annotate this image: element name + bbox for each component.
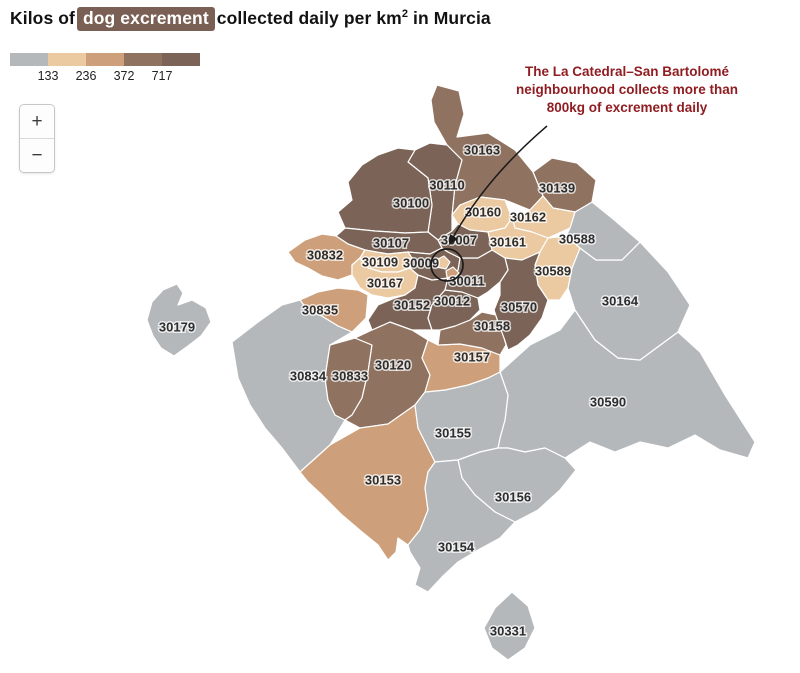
region-30331[interactable] [483, 591, 536, 661]
legend-swatch [48, 53, 86, 66]
region-30179[interactable] [146, 283, 212, 357]
legend-tick-label: 717 [151, 69, 173, 83]
region-30012[interactable] [427, 289, 481, 331]
legend: 133 236 372 717 [10, 53, 200, 85]
inner-city-patch[interactable] [445, 266, 460, 280]
map-zoom-control: + − [19, 104, 55, 173]
title-highlight: dog excrement [76, 7, 215, 31]
annotation-line: The La Catedral–San Bartolomé [524, 64, 730, 79]
legend-swatch [124, 53, 162, 66]
annotation-arrow [450, 125, 548, 242]
zoom-in-button[interactable]: + [20, 105, 54, 138]
title-prefix: Kilos of [10, 8, 75, 28]
region-30570[interactable] [493, 251, 549, 351]
region-30154[interactable] [407, 459, 516, 593]
legend-swatches [10, 53, 200, 66]
legend-tick-label: 372 [113, 69, 135, 83]
zoom-control-divider [20, 138, 54, 139]
inner-city-patch[interactable] [435, 255, 451, 270]
legend-swatch [86, 53, 124, 66]
title-middle: collected daily per km [216, 8, 402, 28]
annotation-line: 800kg of excrement daily [546, 99, 708, 115]
title-exponent: 2 [401, 8, 409, 21]
annotation-text: The La Catedral–San Bartolomé neighbourh… [498, 63, 756, 116]
legend-swatch [162, 53, 200, 66]
zoom-out-button[interactable]: − [20, 139, 54, 172]
legend-labels: 133 236 372 717 [10, 69, 200, 85]
highlight-circle [430, 248, 464, 282]
page-title: Kilos of dog excrement collected daily per… [10, 7, 491, 31]
legend-swatch [10, 53, 48, 66]
legend-tick-label: 236 [75, 69, 97, 83]
region-30588[interactable] [565, 201, 641, 261]
legend-tick-label: 133 [37, 69, 59, 83]
annotation-arrowhead-icon [449, 234, 458, 245]
annotation-line: neighbourhood collects more than [515, 81, 738, 97]
title-suffix: in Murcia [413, 8, 491, 28]
